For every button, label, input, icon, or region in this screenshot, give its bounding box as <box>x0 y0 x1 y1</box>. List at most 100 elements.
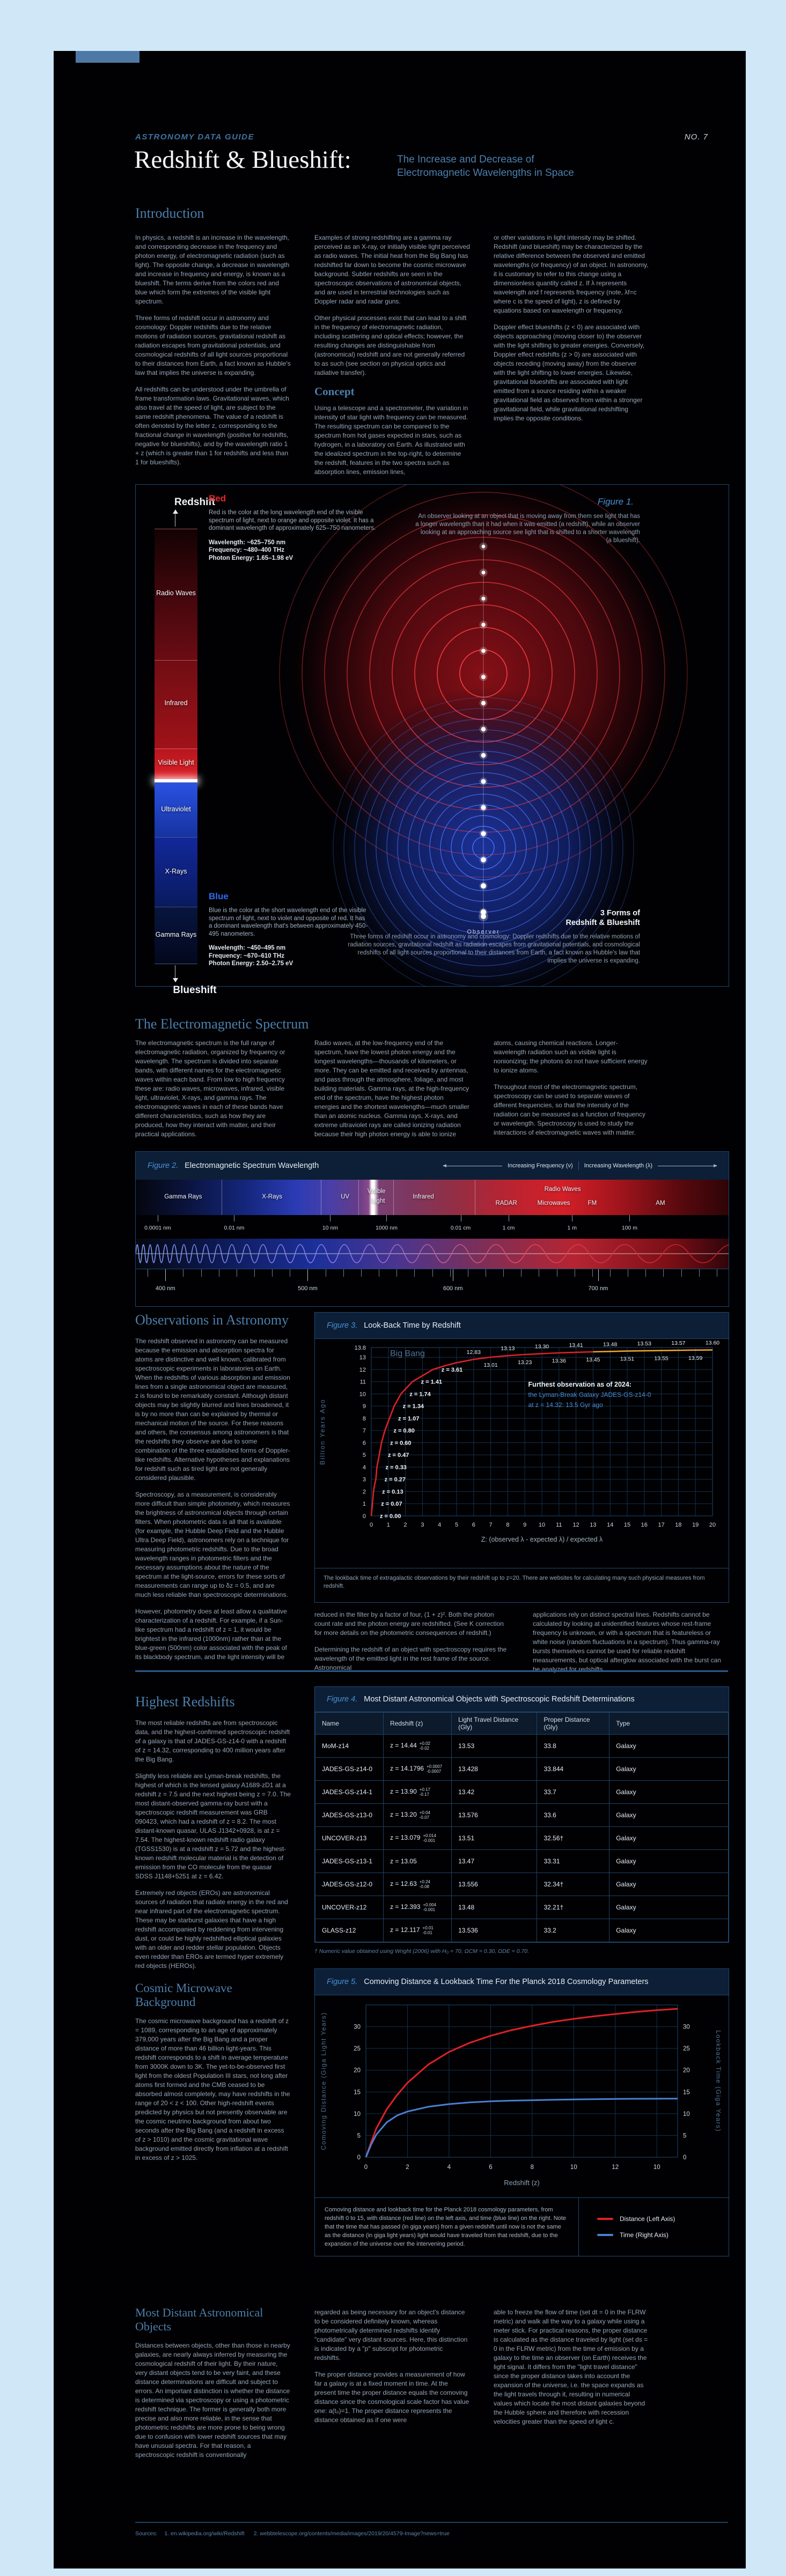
em-columns: The electromagnetic spectrum is the full… <box>135 1039 728 1146</box>
visible-scale-label: 700 nm <box>588 1285 608 1292</box>
body-paragraph: Doppler effect blueshifts (z < 0) are as… <box>494 323 645 422</box>
source-dot <box>481 675 486 679</box>
x-tick-label: 20 <box>709 1522 716 1528</box>
blue-wavefront <box>461 826 505 870</box>
cell-type: Galaxy <box>609 1919 729 1942</box>
lookback-value-label: 13.55 <box>654 1356 668 1362</box>
blue-wavefront <box>333 697 634 986</box>
left-y-axis-label: Comoving Distance (Giga Light Years) <box>320 2012 327 2150</box>
source-link-1[interactable]: 1. en.wikipedia.org/wiki/Redshift <box>164 2530 245 2537</box>
lookback-value-label: 13.57 <box>671 1340 685 1346</box>
observations-right: Figure 3. Look-Back Time by Redshift 13.… <box>314 1312 729 1682</box>
observer-dot <box>481 914 486 919</box>
y-axis-label: Billion Years Ago <box>319 1398 326 1464</box>
body-paragraph: In physics, a redshift is an increase in… <box>135 234 290 305</box>
band-visible-light: Visible Light <box>155 749 197 780</box>
em-col3: atoms, causing chemical reactions. Longe… <box>494 1039 649 1146</box>
cell-type: Galaxy <box>609 1872 729 1896</box>
stat-line: Wavelength: ~625–750 nm <box>209 539 286 546</box>
cell-type: Galaxy <box>609 1780 729 1804</box>
x-tick-label: 10 <box>539 1522 545 1528</box>
cell-type: Galaxy <box>609 1734 729 1758</box>
observations-left-column: Observations in Astronomy The redshift o… <box>135 1312 291 1682</box>
up-arrow-icon <box>173 509 178 514</box>
y-tick-label: 2 <box>363 1489 366 1495</box>
lookback-value-label: 13.30 <box>535 1343 549 1350</box>
down-arrow-icon <box>173 978 178 982</box>
body-paragraph: Using a telescope and a spectrometer, th… <box>314 404 468 476</box>
curve-z-label: z = 0.13 <box>382 1489 403 1495</box>
scale-tick-label: 0.01 nm <box>224 1225 245 1231</box>
header-tab <box>76 51 139 63</box>
page-subtitle: The Increase and Decrease of Electromagn… <box>397 153 574 180</box>
blue-wavefront <box>354 719 613 977</box>
cmb-heading: Cosmic Microwave Background <box>135 1981 232 2009</box>
body-paragraph: Radio waves, at the low-frequency end of… <box>314 1039 469 1138</box>
cell-light-travel-distance: 13.53 <box>451 1734 538 1758</box>
red-body: Red is the color at the long wavelength … <box>209 509 376 531</box>
cell-light-travel-distance: 13.51 <box>451 1826 538 1850</box>
red-info-block: Red Red is the color at the long wavelen… <box>209 493 396 562</box>
lookback-value-label: 13.59 <box>688 1355 702 1361</box>
visible-white-line <box>155 779 197 783</box>
cell-light-travel-distance: 13.48 <box>451 1896 538 1919</box>
blue-wavefront <box>408 772 559 923</box>
minor-tick <box>450 1269 451 1277</box>
x-tick-label: 7 <box>489 1522 493 1528</box>
source-dot <box>481 831 486 837</box>
legend-item: Time (Right Axis) <box>597 2231 729 2239</box>
source-dot <box>481 596 486 601</box>
legend-item: Distance (Left Axis) <box>597 2215 729 2223</box>
source-dot <box>481 805 486 810</box>
column-header: Proper Distance (Gly) <box>537 1712 610 1735</box>
stat-line: Wavelength: ~450–495 nm <box>209 945 286 951</box>
most-distant-col3: able to freeze the flow of time (set dt … <box>494 2306 649 2467</box>
x-tick-label: 11 <box>556 1522 562 1528</box>
spectrum-band-label: AM <box>656 1200 665 1206</box>
cell-name: JADES-GS-z12-0 <box>314 1872 384 1896</box>
spectrum-band-label: Gamma Rays <box>164 1194 202 1200</box>
visible-scale-label: 600 nm <box>443 1285 463 1292</box>
cell-name: GLASS-z12 <box>314 1919 384 1942</box>
table-row: JADES-GS-z12-0 z = 12.63 +0.24 -0.08 13.556 3… <box>314 1872 729 1896</box>
stat-line: Photon Energy: 2.50–2.75 eV <box>209 960 293 967</box>
curve-z-label: z = 0.47 <box>388 1452 409 1459</box>
right-y-tick-label: 30 <box>683 2024 690 2031</box>
body-paragraph: Slightly less reliable are Lyman-break r… <box>135 1772 291 1880</box>
cell-proper-distance: 33.6 <box>537 1803 610 1827</box>
major-tick <box>307 1269 308 1281</box>
observer-label: Observer <box>467 929 500 935</box>
x-tick-label: 17 <box>658 1522 664 1528</box>
plot-border <box>365 2004 678 2158</box>
x-tick-label: 6 <box>472 1522 475 1528</box>
cell-light-travel-distance: 13.428 <box>451 1757 538 1781</box>
y-tick-label: 3 <box>363 1477 366 1483</box>
x-tick-label: 14 <box>607 1522 613 1528</box>
minor-tick <box>272 1269 273 1277</box>
table-row: GLASS-z12 z = 12.117 +0.01 -0.01 13.536 33.2 G… <box>314 1919 729 1942</box>
most-distant-section: Most Distant Astronomical Objects Distan… <box>135 2306 728 2467</box>
red-wavefront <box>437 627 530 720</box>
scale-tick-label: 1000 nm <box>375 1225 398 1231</box>
em-col1: The electromagnetic spectrum is the full… <box>135 1039 291 1146</box>
band-label-radio-waves: Radio Waves <box>156 589 196 597</box>
body-paragraph: The redshift observed in astronomy can b… <box>135 1337 290 1482</box>
figure1-caption-block: Figure 1. An observer looking at an obje… <box>415 497 640 545</box>
y-tick-label: 13.8 <box>355 1345 366 1351</box>
lookback-value-label: 13.60 <box>706 1340 719 1346</box>
x-tick-label: 15 <box>624 1522 630 1528</box>
body-paragraph: However, photometry does at least allow … <box>135 1608 287 1661</box>
band-x-rays: X-Rays <box>155 837 197 907</box>
scale-tick-label: 10 nm <box>322 1225 339 1231</box>
cell-proper-distance: 33.7 <box>537 1780 610 1804</box>
source-link-2[interactable]: 2. webbtelescope.org/contents/media/imag… <box>253 2530 450 2537</box>
minor-tick <box>592 1269 593 1277</box>
blue-wavefront <box>343 708 623 986</box>
scale-tick <box>629 1215 630 1222</box>
cell-redshift: z = 12.117 +0.01 -0.01 <box>383 1919 452 1942</box>
figure1-doppler-diagram: Redshift Radio Waves Infrared Visible Li… <box>135 484 729 996</box>
cell-type: Galaxy <box>609 1757 729 1781</box>
big-bang-label: Big Bang <box>390 1349 425 1358</box>
sources-line: Sources: 1. en.wikipedia.org/wiki/Redshi… <box>135 2530 728 2537</box>
right-y-tick-label: 5 <box>683 2133 686 2139</box>
